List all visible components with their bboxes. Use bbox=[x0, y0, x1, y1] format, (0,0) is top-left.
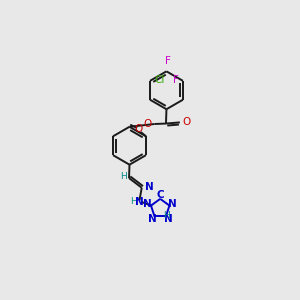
Text: N: N bbox=[164, 214, 172, 224]
Text: F: F bbox=[165, 56, 170, 66]
Text: H: H bbox=[121, 172, 127, 181]
Text: N: N bbox=[148, 214, 157, 224]
Text: H: H bbox=[163, 211, 170, 220]
Text: N: N bbox=[143, 200, 152, 209]
Text: F: F bbox=[173, 75, 179, 85]
Text: N: N bbox=[146, 182, 154, 192]
Text: O: O bbox=[183, 117, 191, 128]
Text: O: O bbox=[143, 119, 152, 129]
Text: Cl: Cl bbox=[154, 75, 164, 85]
Text: N: N bbox=[169, 200, 177, 209]
Text: C: C bbox=[156, 190, 164, 200]
Text: N: N bbox=[135, 196, 143, 207]
Text: H: H bbox=[130, 197, 137, 206]
Text: O: O bbox=[135, 124, 143, 134]
